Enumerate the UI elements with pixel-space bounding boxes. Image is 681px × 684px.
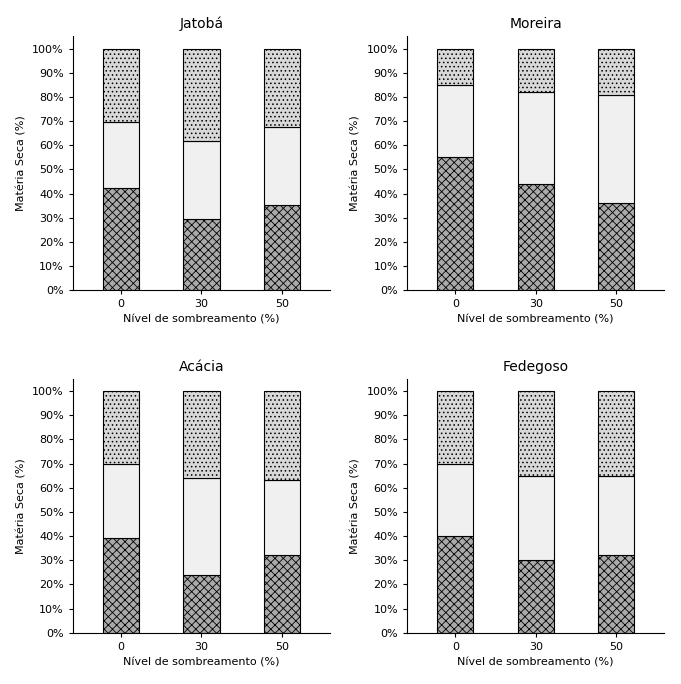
Bar [437,464,473,536]
Bar [598,203,634,290]
Bar [518,475,554,560]
Bar [264,49,300,127]
Bar [437,391,473,464]
Bar [103,391,139,464]
Bar [518,49,554,92]
Y-axis label: Matéria Seca (%): Matéria Seca (%) [16,116,27,211]
Bar [598,49,634,94]
Bar [183,142,219,220]
Title: Fedegoso: Fedegoso [503,360,569,373]
Bar [264,555,300,633]
Bar [103,464,139,538]
Bar [598,391,634,475]
Bar [103,49,139,122]
X-axis label: Nível de sombreamento (%): Nível de sombreamento (%) [458,315,614,325]
Bar [183,478,219,575]
Bar [264,205,300,290]
Bar [103,187,139,290]
X-axis label: Nível de sombreamento (%): Nível de sombreamento (%) [123,657,280,668]
Bar [598,475,634,555]
X-axis label: Nível de sombreamento (%): Nível de sombreamento (%) [458,657,614,668]
Bar [437,536,473,633]
Y-axis label: Matéria Seca (%): Matéria Seca (%) [351,458,361,554]
Bar [518,560,554,633]
Bar [437,157,473,290]
Bar [103,538,139,633]
Bar [437,49,473,85]
Title: Acácia: Acácia [178,360,224,373]
Bar [103,122,139,187]
Title: Moreira: Moreira [509,17,562,31]
Bar [264,127,300,205]
Y-axis label: Matéria Seca (%): Matéria Seca (%) [351,116,361,211]
Bar [183,49,219,142]
Bar [437,85,473,157]
Bar [183,391,219,478]
Bar [183,220,219,290]
Bar [518,391,554,475]
Bar [518,184,554,290]
Bar [183,575,219,633]
Bar [264,391,300,480]
Bar [518,92,554,184]
X-axis label: Nível de sombreamento (%): Nível de sombreamento (%) [123,315,280,325]
Bar [598,555,634,633]
Bar [264,480,300,555]
Y-axis label: Matéria Seca (%): Matéria Seca (%) [16,458,27,554]
Bar [598,94,634,203]
Title: Jatobá: Jatobá [179,16,223,31]
